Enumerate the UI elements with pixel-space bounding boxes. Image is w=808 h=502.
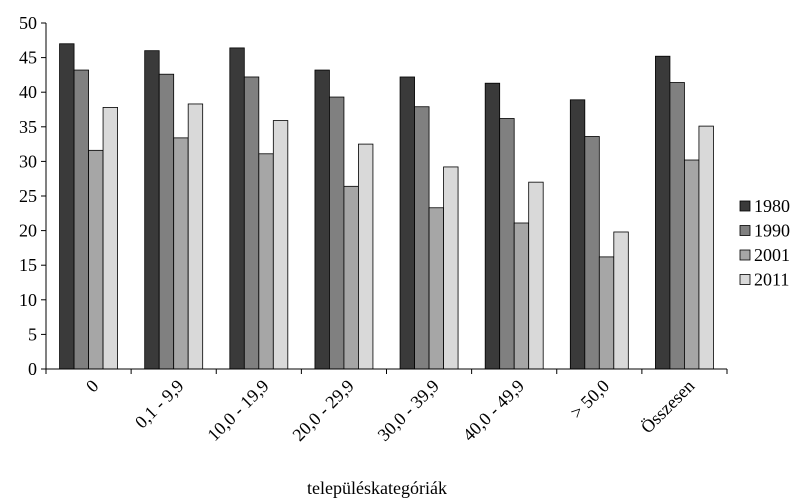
bar-1990-4	[414, 106, 430, 370]
y-tick-label: 40	[19, 82, 37, 102]
legend: 1980 1990 2001 2011	[739, 196, 790, 290]
legend-swatch-2001	[739, 249, 751, 261]
y-tick-label: 5	[28, 324, 37, 344]
y-axis: 0 5 10 15 20 25 30 35 40 45 50	[19, 13, 47, 379]
y-tick-label: 25	[19, 186, 37, 206]
y-tick-label: 35	[19, 117, 37, 137]
x-tick-label: 40,0 - 49,9	[459, 376, 528, 445]
legend-label-2011: 2011	[754, 270, 789, 290]
x-tick-label: 0,1 - 9,9	[131, 376, 188, 433]
bar-2011-4	[443, 166, 459, 370]
x-tick-label: 30,0 - 39,9	[374, 376, 443, 445]
bar-1980-7	[655, 55, 671, 370]
legend-label-1990: 1990	[754, 221, 790, 241]
y-tick-label: 50	[19, 13, 37, 33]
x-tick-label: 0	[82, 376, 103, 397]
bar-2011-7	[698, 125, 714, 370]
y-tick-label: 45	[19, 48, 37, 68]
bar-1990-1	[158, 73, 175, 370]
bar-2011-5	[528, 181, 544, 370]
x-tick-label: Összesen	[637, 376, 699, 438]
bar-1980-2	[229, 47, 245, 370]
bar-2011-2	[272, 120, 289, 370]
bar-2011-0	[102, 107, 118, 370]
x-tick-label: > 50,0	[566, 376, 613, 423]
bar-2001-1	[173, 137, 189, 370]
y-tick-label: 15	[19, 255, 37, 275]
bar-1990-3	[329, 96, 345, 370]
bar-1990-6	[584, 136, 600, 370]
bar-2001-5	[513, 222, 530, 370]
bar-1990-0	[73, 69, 89, 370]
legend-swatch-1980	[739, 200, 751, 212]
bar-1980-5	[484, 82, 501, 370]
x-tick-label: 10,0 - 19,9	[203, 376, 272, 445]
legend-swatch-1990	[739, 225, 751, 236]
bar-2001-6	[598, 256, 615, 370]
bar-2001-3	[343, 185, 359, 370]
bar-2011-1	[187, 103, 204, 370]
x-axis-title: településkategóriák	[307, 478, 447, 498]
x-axis: 0 0,1 - 9,9 10,0 - 19,9 20,0 - 29,9 30,0 - 3…	[45, 368, 728, 445]
y-tick-label: 30	[19, 151, 37, 171]
bar-1980-6	[569, 99, 586, 370]
bar-2011-6	[613, 231, 629, 370]
bar-1990-7	[669, 82, 685, 370]
bar-2001-0	[88, 149, 104, 370]
legend-swatch-2011	[739, 274, 751, 285]
y-tick-label: 20	[19, 221, 37, 241]
bar-2001-4	[428, 207, 444, 370]
legend-label-2001: 2001	[754, 245, 790, 265]
bar-2011-3	[358, 143, 374, 370]
bar-1990-2	[243, 76, 260, 370]
x-tick-label: 20,0 - 29,9	[288, 376, 357, 445]
bars	[59, 43, 714, 370]
bar-2001-2	[258, 153, 274, 370]
bar-2001-7	[684, 159, 700, 370]
bar-1980-3	[314, 69, 330, 370]
bar-1980-0	[59, 43, 75, 370]
bar-1980-1	[144, 50, 160, 370]
y-tick-label: 0	[28, 359, 37, 379]
legend-label-1980: 1980	[754, 196, 790, 216]
bar-1990-5	[499, 118, 515, 370]
bar-1980-4	[399, 76, 415, 370]
y-tick-label: 10	[19, 290, 37, 310]
